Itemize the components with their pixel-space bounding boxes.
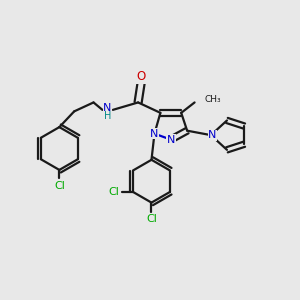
Text: Cl: Cl [54,181,65,191]
Text: Cl: Cl [146,214,157,224]
Text: N: N [167,135,175,145]
Text: CH₃: CH₃ [205,95,222,104]
Text: N: N [208,130,217,140]
Text: O: O [136,70,146,83]
Text: Cl: Cl [109,187,120,197]
Text: H: H [104,111,111,122]
Text: N: N [150,129,159,139]
Text: N: N [103,103,112,113]
